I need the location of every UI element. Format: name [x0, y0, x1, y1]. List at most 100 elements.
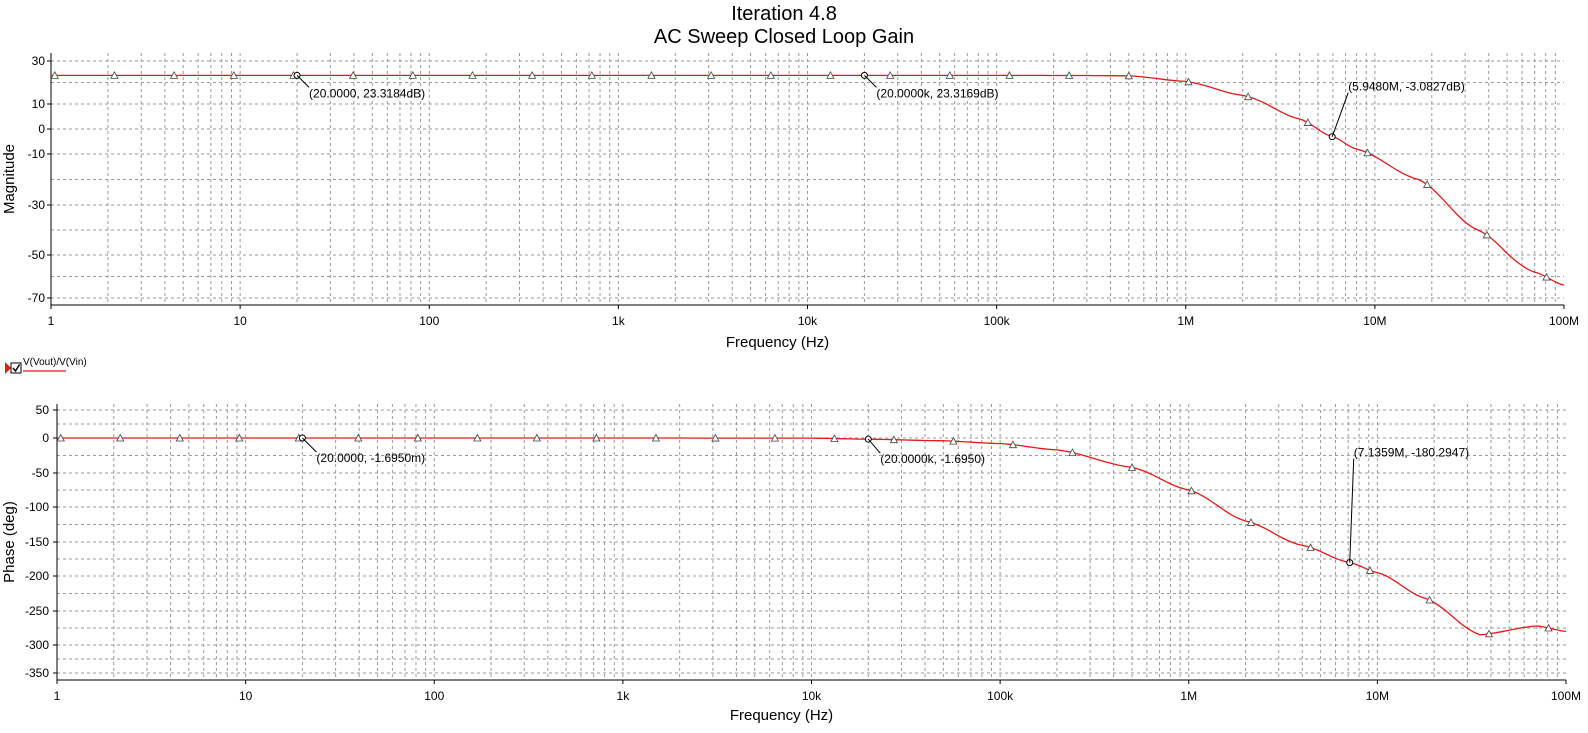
- cursor-annotation: (20.0000k, 23.3169dB): [860, 71, 999, 100]
- x-tick-label: 1: [54, 689, 61, 703]
- x-axis-label: Frequency (Hz): [726, 334, 829, 351]
- x-tick-label: 10k: [798, 314, 818, 328]
- cursor-annotation: (7.1359M, -180.2947): [1346, 446, 1469, 567]
- data-point-marker: [1544, 623, 1553, 632]
- x-tick-label: 100M: [1549, 314, 1579, 328]
- data-point-marker: [413, 433, 423, 442]
- data-point-marker: [169, 71, 179, 79]
- x-tick-label: 1k: [617, 689, 631, 703]
- cursor-readout: (20.0000k, -1.6950): [880, 452, 985, 466]
- data-point-marker: [354, 433, 363, 442]
- data-point-marker: [647, 71, 656, 79]
- data-point-marker: [1363, 148, 1372, 157]
- x-tick-label: 100M: [1551, 689, 1581, 703]
- x-tick-label: 10: [233, 314, 247, 328]
- data-point-marker: [1542, 272, 1551, 281]
- x-tick-label: 10M: [1366, 689, 1389, 703]
- chart-subtitle: AC Sweep Closed Loop Gain: [654, 26, 914, 48]
- y-tick-label: -300: [25, 638, 49, 652]
- data-point-marker: [1306, 543, 1315, 551]
- magnitude-plot: 1 10 100 1k 10k 100k 1M 10M 100M30100-10-30-50-7…: [1, 53, 1579, 351]
- series-markers: [56, 433, 1553, 638]
- data-point-marker: [1246, 518, 1256, 526]
- cursor-leader: [864, 75, 877, 88]
- data-point-marker: [770, 433, 780, 442]
- x-tick-label: 10: [239, 689, 253, 703]
- data-point-marker: [830, 434, 839, 442]
- data-point-marker: [116, 433, 125, 442]
- data-point-marker: [1124, 71, 1133, 80]
- data-point-marker: [1482, 230, 1492, 239]
- y-tick-label: -70: [28, 291, 46, 305]
- y-tick-label: 30: [32, 54, 46, 68]
- x-tick-label: 100: [424, 689, 444, 703]
- cursor-leader: [296, 75, 310, 88]
- x-tick-label: 10k: [802, 689, 822, 703]
- data-point-marker: [1425, 595, 1434, 604]
- data-point-marker: [56, 433, 65, 442]
- data-point-marker: [1064, 71, 1074, 79]
- data-point-marker: [706, 71, 716, 79]
- cursor-leader: [302, 437, 317, 453]
- data-point-marker: [1184, 77, 1193, 86]
- data-point-marker: [1303, 118, 1312, 126]
- grid: [57, 404, 1566, 680]
- cursor-leader: [1349, 458, 1355, 563]
- data-point-marker: [1484, 629, 1494, 638]
- cursor-readout: (20.0000k, 23.3169dB): [876, 86, 998, 100]
- legend-marker-icon: [5, 362, 11, 374]
- x-tick-label: 1k: [612, 314, 626, 328]
- data-point-marker: [766, 71, 775, 79]
- cursor-annotation: (20.0000, 23.3184dB): [293, 71, 425, 100]
- data-point-marker: [1243, 92, 1253, 101]
- data-point-marker: [1127, 463, 1137, 471]
- data-point-marker: [50, 71, 59, 79]
- data-point-marker: [826, 71, 835, 79]
- legend-checkbox[interactable]: [10, 362, 22, 374]
- y-tick-label: -150: [25, 535, 49, 549]
- x-tick-label: 1M: [1177, 314, 1194, 328]
- x-tick-label: 1M: [1180, 689, 1197, 703]
- data-point-marker: [1005, 71, 1014, 79]
- chart-title: Iteration 4.8: [731, 3, 837, 25]
- y-tick-label: -10: [28, 147, 46, 161]
- x-tick-label: 1: [48, 314, 55, 328]
- data-point-marker: [1365, 566, 1375, 574]
- checkmark-icon: [12, 364, 21, 373]
- data-point-marker: [945, 71, 954, 79]
- x-tick-label: 100k: [984, 314, 1011, 328]
- data-point-marker: [1187, 486, 1196, 495]
- x-tick-label: 100: [419, 314, 439, 328]
- legend-label: V(Vout)/V(Vin): [23, 357, 87, 368]
- data-point-marker: [1068, 448, 1077, 457]
- y-axis-label: Phase (deg): [1, 501, 18, 583]
- cursor-annotation: (20.0000, -1.6950m): [298, 434, 425, 465]
- data-point-marker: [949, 436, 958, 445]
- data-point-marker: [587, 71, 596, 79]
- data-point-marker: [473, 433, 482, 442]
- x-tick-label: 100k: [987, 689, 1014, 703]
- y-tick-label: 0: [38, 122, 45, 136]
- data-point-marker: [885, 71, 895, 79]
- y-tick-label: -350: [25, 666, 49, 680]
- y-tick-label: -30: [28, 198, 46, 212]
- series-line: [51, 74, 1565, 286]
- x-axis-label: Frequency (Hz): [730, 707, 833, 724]
- data-point-marker: [1422, 180, 1432, 188]
- y-tick-label: -250: [25, 604, 49, 618]
- series-markers: [50, 71, 1551, 281]
- cursor-readout: (20.0000, 23.3184dB): [309, 86, 425, 100]
- data-point-marker: [532, 433, 542, 442]
- data-point-marker: [889, 435, 899, 444]
- cursor-annotation: (5.9480M, -3.0827dB): [1328, 80, 1465, 141]
- y-tick-label: -200: [25, 569, 49, 583]
- y-tick-label: -50: [32, 466, 50, 480]
- y-tick-label: -50: [28, 248, 46, 262]
- legend[interactable]: V(Vout)/V(Vin): [5, 357, 87, 374]
- cursor-annotation: (20.0000k, -1.6950): [864, 435, 985, 466]
- x-tick-label: 10M: [1363, 314, 1386, 328]
- y-tick-label: 0: [42, 431, 49, 445]
- y-tick-label: 10: [32, 97, 46, 111]
- data-point-marker: [468, 71, 477, 79]
- y-tick-label: 50: [36, 403, 50, 417]
